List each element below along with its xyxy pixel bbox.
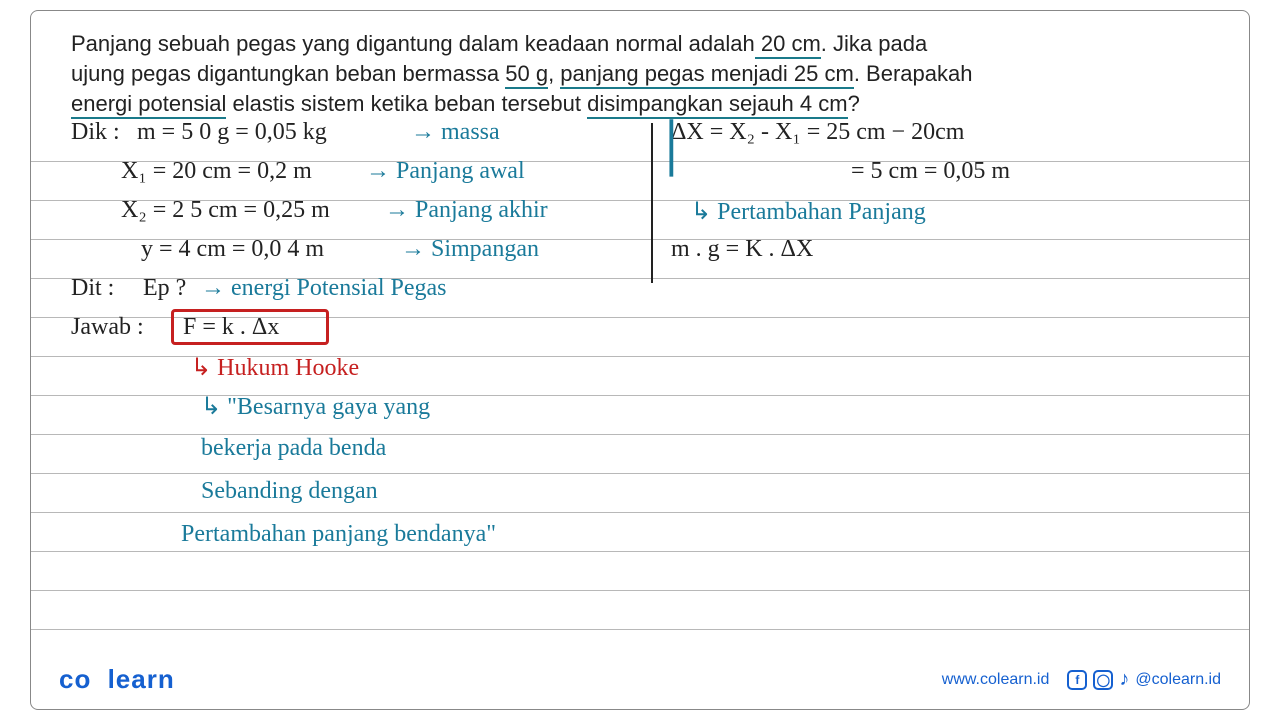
dx-note: ↳ Pertambahan Panjang: [691, 197, 926, 226]
formula-text: F = k . Δx: [183, 314, 279, 341]
problem-text-1a: Panjang sebuah pegas yang digantung dala…: [71, 31, 755, 56]
problem-text-1b: . Jika pada: [821, 31, 927, 56]
dx-result: = 5 cm = 0,05 m: [851, 158, 1010, 185]
hooke-label: ↳ Hukum Hooke: [191, 353, 359, 382]
problem-text-2b: ,: [548, 61, 560, 86]
logo-part-1: co: [59, 664, 91, 694]
jawab-label: Jawab :: [71, 314, 144, 341]
dit-label: Dit :: [71, 275, 114, 302]
desc-line-1: ↳ "Besarnya gaya yang: [201, 392, 430, 421]
social-icons: f ◯ ♪ @colearn.id: [1067, 668, 1221, 691]
problem-text-3b: ?: [848, 91, 860, 116]
website-url: www.colearn.id: [942, 671, 1050, 689]
problem-underline-5: disimpangkan sejauh 4 cm: [587, 91, 847, 119]
social-handle: @colearn.id: [1135, 671, 1221, 689]
problem-text-3a: elastis sistem ketika beban tersebut: [226, 91, 587, 116]
desc-line-2: bekerja pada benda: [201, 435, 386, 462]
x2-value: X₂ = 2 5 cm = 0,25 m: [121, 197, 330, 224]
vertical-divider: [651, 123, 653, 283]
curved-arrow-icon: ⎜: [666, 120, 686, 176]
mass-note: → massa: [411, 119, 500, 146]
footer-right: www.colearn.id f ◯ ♪ @colearn.id: [942, 668, 1221, 691]
problem-underline-1: 20 cm: [755, 31, 821, 59]
x2-note: → Panjang akhir: [385, 197, 548, 224]
problem-statement: Panjang sebuah pegas yang digantung dala…: [71, 29, 1209, 119]
ep-note: → energi Potensial Pegas: [201, 275, 447, 302]
problem-text-2a: ujung pegas digantungkan beban bermassa: [71, 61, 505, 86]
dx-equation: ΔX = X₂ - X₁ = 25 cm − 20cm: [671, 119, 964, 146]
footer: co learn www.colearn.id f ◯ ♪ @colearn.i…: [59, 664, 1221, 695]
y-note: → Simpangan: [401, 236, 539, 263]
page-frame: Panjang sebuah pegas yang digantung dala…: [30, 10, 1250, 710]
logo-part-2: learn: [108, 664, 175, 694]
ep-value: Ep ?: [143, 275, 186, 302]
facebook-icon: f: [1067, 670, 1087, 690]
x1-note: → Panjang awal: [366, 158, 525, 185]
desc-line-4: Pertambahan panjang bendanya": [181, 521, 496, 548]
brand-logo: co learn: [59, 664, 175, 695]
y-value: y = 4 cm = 0,0 4 m: [141, 236, 324, 263]
desc-line-3: Sebanding dengan: [201, 478, 378, 505]
problem-underline-4: energi potensial: [71, 91, 226, 119]
tiktok-icon: ♪: [1119, 668, 1129, 691]
problem-underline-3: panjang pegas menjadi 25 cm: [560, 61, 854, 89]
instagram-icon: ◯: [1093, 670, 1113, 690]
problem-underline-2: 50 g: [505, 61, 548, 89]
mass-value: m = 5 0 g = 0,05 kg: [137, 119, 327, 146]
handwriting-area: Dik : m = 5 0 g = 0,05 kg → massa X₁ = 2…: [71, 123, 1209, 649]
dik-label: Dik :: [71, 119, 120, 146]
problem-text-2c: . Berapakah: [854, 61, 973, 86]
x1-value: X₁ = 20 cm = 0,2 m: [121, 158, 312, 185]
force-equation: m . g = K . ΔX: [671, 236, 813, 263]
